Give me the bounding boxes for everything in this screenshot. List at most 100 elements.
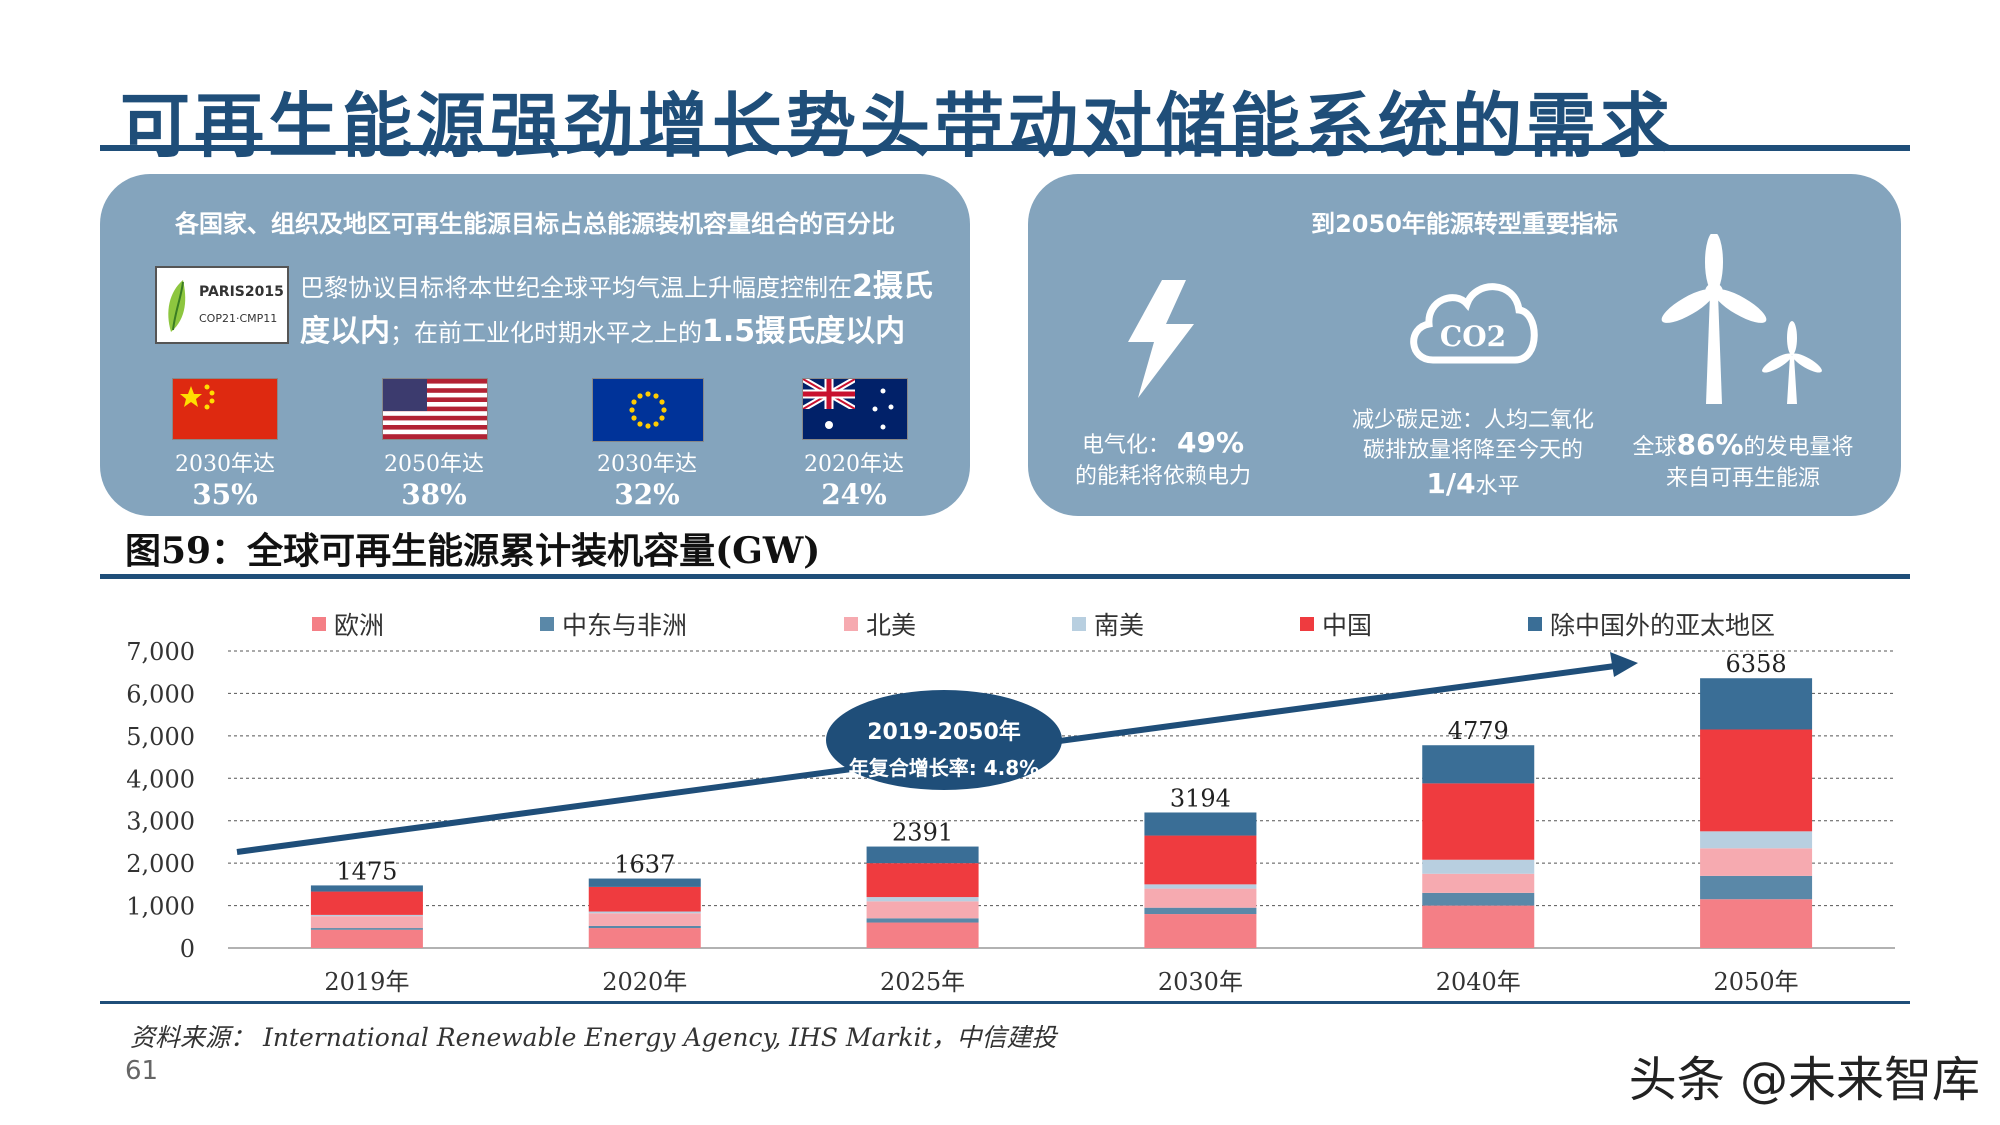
bottom-divider bbox=[100, 1001, 1910, 1004]
x-tick-label: 2025年 bbox=[880, 968, 965, 996]
indicator-renewable-share: 全球86%的发电量将 来自可再生能源 bbox=[1628, 426, 1858, 493]
bar-segment bbox=[310, 929, 423, 948]
bar-segment bbox=[866, 897, 979, 902]
bar-segment bbox=[1700, 848, 1813, 876]
indicator-desc: 来自可再生能源 bbox=[1665, 465, 1820, 491]
bar-segment bbox=[1422, 783, 1535, 860]
legend-swatch bbox=[844, 617, 858, 631]
indicator-desc: 碳排放量将降至今天的 bbox=[1362, 437, 1583, 463]
chart-gridlines bbox=[228, 650, 1895, 949]
china-flag-icon bbox=[172, 378, 278, 440]
paris-logo-line1: PARIS2015 bbox=[199, 284, 284, 300]
bar-segment bbox=[588, 928, 701, 948]
bar-segment bbox=[588, 878, 701, 887]
bar-total-label: 1637 bbox=[614, 851, 675, 879]
bar-segment bbox=[1422, 745, 1535, 784]
paris-text-4: 1.5摄氏度以内 bbox=[702, 314, 906, 349]
bar-segment bbox=[1422, 873, 1535, 893]
co2-icon-text: CO2 bbox=[1440, 320, 1506, 353]
bar-segment bbox=[1144, 907, 1257, 915]
bar-segment bbox=[866, 918, 979, 923]
bar-total-label: 3194 bbox=[1170, 784, 1231, 812]
y-axis-ticks: 7,000 6,000 5,000 4,000 3,000 2,000 1,000 0 bbox=[126, 638, 195, 963]
target-percent: 38% bbox=[401, 478, 467, 511]
legend-swatch bbox=[312, 617, 326, 631]
eu-flag-icon bbox=[592, 378, 704, 442]
y-tick-label: 2,000 bbox=[126, 850, 195, 878]
australia-flag-icon bbox=[802, 378, 908, 440]
bar-segment bbox=[1144, 914, 1257, 948]
watermark: 头条 @未来智库 bbox=[1628, 1052, 1980, 1108]
paris-text-3: ；在前工业化时期水平之上的 bbox=[390, 319, 702, 347]
indicator-suffix: 的发电量将 bbox=[1743, 435, 1854, 460]
legend-label: 除中国外的亚太地区 bbox=[1550, 611, 1776, 640]
legend-item-mea: 中东与非洲 bbox=[540, 606, 687, 642]
paris-agreement-text: 巴黎协议目标将本世纪全球平均气温上升幅度控制在2摄氏度以内；在前工业化时期水平之… bbox=[300, 264, 940, 354]
flag-caption-china: 2030年达 35% bbox=[150, 446, 300, 511]
y-tick-label: 5,000 bbox=[126, 723, 195, 751]
figure-divider bbox=[100, 574, 1910, 579]
source-note: 资料来源： International Renewable Energy Age… bbox=[130, 1023, 1057, 1052]
trend-arrow-head bbox=[1610, 652, 1638, 677]
indicator-value: 1/4 bbox=[1426, 467, 1476, 501]
legend-item-apac-ex-china: 除中国外的亚太地区 bbox=[1528, 606, 1775, 642]
capacity-stacked-bar-chart: 7,000 6,000 5,000 4,000 3,000 2,000 1,000 0 147… bbox=[126, 638, 1895, 996]
cagr-line1: 2019-2050年 bbox=[867, 720, 1021, 745]
target-year: 2050年达 bbox=[384, 452, 484, 477]
bar-total-label: 1475 bbox=[336, 857, 397, 885]
paris-leaf-icon bbox=[168, 280, 186, 332]
chart-bars bbox=[310, 678, 1813, 948]
y-tick-label: 3,000 bbox=[126, 808, 195, 836]
y-tick-label: 1,000 bbox=[126, 893, 195, 921]
bar-segment bbox=[866, 863, 979, 898]
target-year: 2030年达 bbox=[175, 452, 275, 477]
legend-label: 中国 bbox=[1322, 611, 1373, 640]
figure-caption: 图59：全球可再生能源累计装机容量(GW) bbox=[125, 530, 821, 572]
target-percent: 32% bbox=[614, 478, 680, 511]
x-tick-label: 2019年 bbox=[324, 968, 409, 996]
title-divider bbox=[100, 145, 1910, 151]
flag-caption-australia: 2020年达 24% bbox=[779, 446, 929, 511]
x-tick-label: 2050年 bbox=[1714, 968, 1799, 996]
bar-segment bbox=[1700, 875, 1813, 900]
bar-segment bbox=[1700, 831, 1813, 849]
bar-segment bbox=[1700, 729, 1813, 832]
y-tick-label: 7,000 bbox=[126, 638, 195, 666]
indicator-label: 全球 bbox=[1632, 435, 1677, 460]
indicator-desc: 的能耗将依赖电力 bbox=[1074, 463, 1251, 489]
bar-segment bbox=[1700, 678, 1813, 730]
bar-segment bbox=[310, 928, 423, 930]
legend-item-north-america: 北美 bbox=[844, 606, 916, 642]
flag-caption-eu: 2030年达 32% bbox=[572, 446, 722, 511]
legend-swatch bbox=[540, 617, 554, 631]
y-tick-label: 4,000 bbox=[126, 765, 195, 793]
target-year: 2030年达 bbox=[597, 452, 697, 477]
indicator-electrification: 电气化： 49% 的能耗将依赖电力 bbox=[1048, 424, 1278, 491]
bar-total-label: 6358 bbox=[1726, 650, 1787, 678]
usa-flag-icon bbox=[382, 378, 488, 440]
page-title: 可再生能源强劲增长势头带动对储能系统的需求 bbox=[120, 85, 1674, 167]
indicator-carbon: 减少碳足迹：人均二氧化 碳排放量将降至今天的 1/4水平 bbox=[1328, 406, 1618, 503]
x-tick-label: 2030年 bbox=[1158, 968, 1243, 996]
bar-segment bbox=[866, 922, 979, 948]
bar-segment bbox=[310, 914, 423, 917]
bar-segment bbox=[866, 846, 979, 864]
right-panel-heading: 到2050年能源转型重要指标 bbox=[1311, 210, 1618, 238]
energy-transition-panel: 到2050年能源转型重要指标 电气化： 49% 的能耗将依赖电力 CO2 减少碳… bbox=[1028, 174, 1901, 516]
bar-segment bbox=[1422, 892, 1535, 906]
bar-segment bbox=[1144, 888, 1257, 908]
bar-segment bbox=[310, 916, 423, 929]
paris-text-1: 巴黎协议目标将本世纪全球平均气温上升幅度控制在 bbox=[300, 274, 852, 302]
legend-item-europe: 欧洲 bbox=[312, 606, 384, 642]
bar-segment bbox=[1700, 899, 1813, 948]
renewable-target-panel: 各国家、组织及地区可再生能源目标占总能源装机容量组合的百分比 PARIS2015… bbox=[100, 174, 970, 516]
bar-segment bbox=[310, 885, 423, 892]
bar-segment bbox=[588, 886, 701, 912]
bar-segment bbox=[588, 911, 701, 914]
bar-segment bbox=[1422, 859, 1535, 874]
x-tick-label: 2040年 bbox=[1436, 968, 1521, 996]
left-panel-heading: 各国家、组织及地区可再生能源目标占总能源装机容量组合的百分比 bbox=[175, 210, 895, 238]
legend-swatch bbox=[1300, 617, 1314, 631]
indicator-value: 49% bbox=[1176, 426, 1245, 459]
paris2015-logo: PARIS2015 COP21·CMP11 bbox=[155, 266, 289, 344]
